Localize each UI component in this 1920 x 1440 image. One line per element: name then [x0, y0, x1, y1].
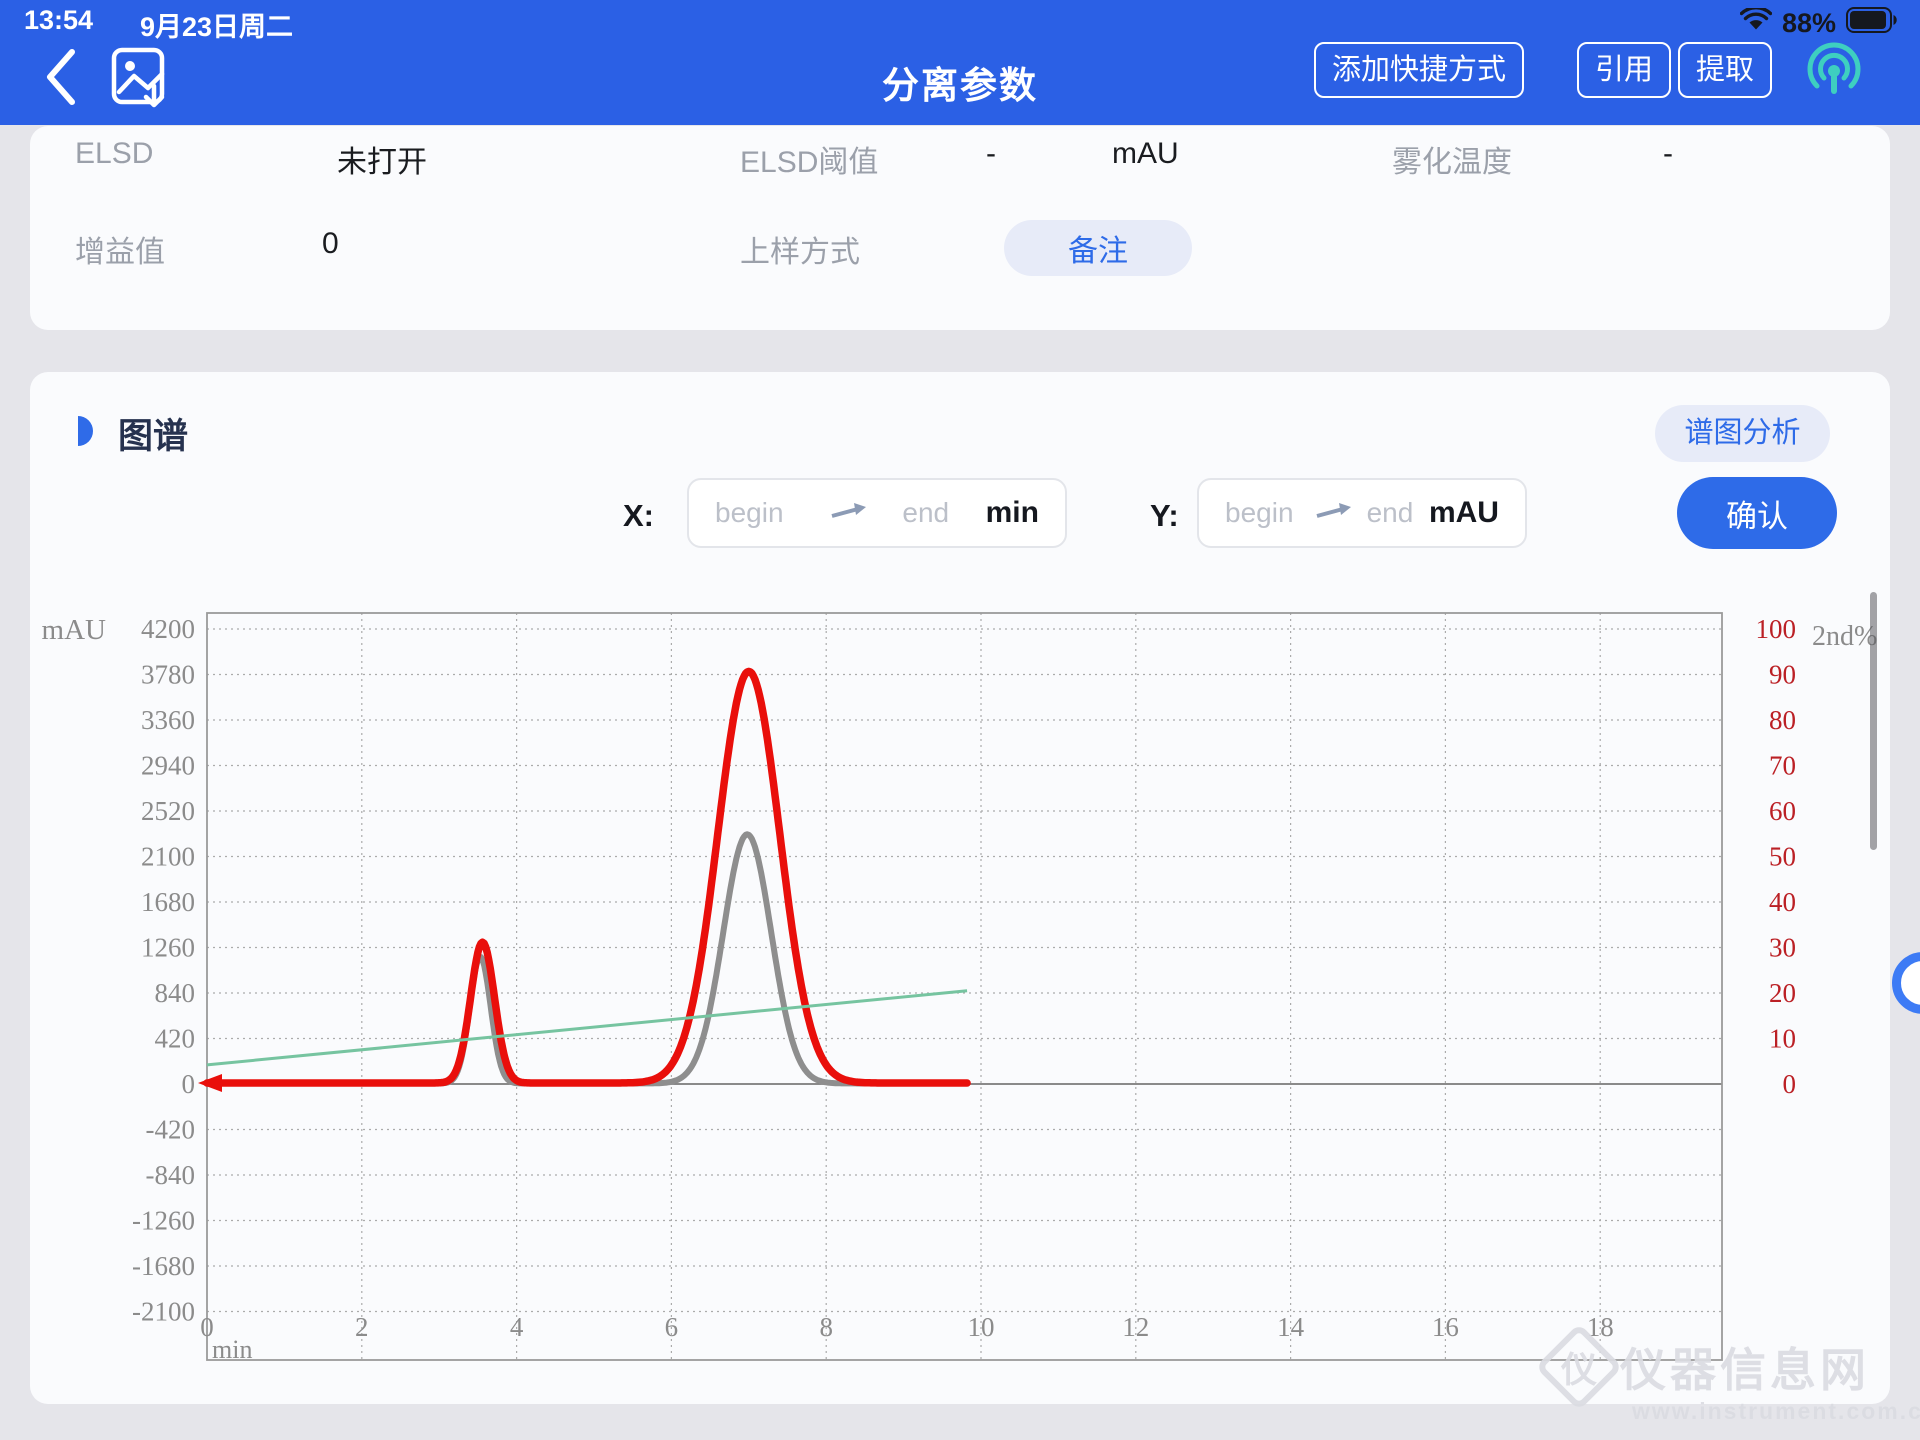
x-begin-input[interactable]: [715, 497, 825, 529]
battery-percent: 88%: [1781, 8, 1836, 38]
atomize-label: 雾化温度: [1392, 146, 1512, 179]
gain-label: 增益值: [75, 236, 165, 269]
watermark-url: www.instrument.com.cn: [1632, 1398, 1920, 1424]
x-range-label: X:: [623, 498, 654, 533]
threshold-label: ELSD阈值: [740, 146, 879, 179]
svg-text:-420: -420: [146, 1115, 196, 1145]
svg-text:80: 80: [1769, 705, 1796, 735]
y-range-box: mAU: [1197, 478, 1527, 548]
status-time: 13:54: [24, 5, 94, 35]
elsd-label: ELSD: [75, 137, 154, 170]
svg-text:20: 20: [1769, 978, 1796, 1008]
svg-text:3780: 3780: [141, 660, 195, 690]
top-blue-bar: 13:54 9月23日周二 88% 分离参数 添加快捷方式 引用 提取: [0, 0, 1920, 125]
svg-text:840: 840: [155, 978, 196, 1008]
svg-text:18: 18: [1587, 1312, 1614, 1342]
svg-text:14: 14: [1277, 1312, 1305, 1342]
spectrum-card: 图谱 谱图分析 X: min Y: mAU 确认 420037803360294…: [30, 372, 1890, 1404]
page-title: 分离参数: [882, 65, 1038, 106]
cite-button[interactable]: 引用: [1577, 42, 1672, 98]
svg-text:4200: 4200: [141, 614, 195, 644]
image-export-icon[interactable]: [110, 44, 170, 113]
watermark-title: 仪器信息网: [1620, 1344, 1870, 1396]
svg-text:6: 6: [665, 1312, 679, 1342]
svg-text:-2100: -2100: [132, 1297, 195, 1327]
atomize-value: -: [1663, 137, 1673, 170]
vertical-scrollbar[interactable]: [1870, 592, 1877, 850]
svg-text:-1680: -1680: [132, 1251, 195, 1281]
svg-text:30: 30: [1769, 933, 1796, 963]
svg-text:min: min: [212, 1335, 252, 1364]
wifi-icon: [1739, 6, 1773, 39]
hotspot-icon[interactable]: [1805, 40, 1863, 103]
svg-text:0: 0: [200, 1312, 214, 1342]
svg-text:40: 40: [1769, 887, 1796, 917]
svg-text:8: 8: [819, 1312, 833, 1342]
svg-text:50: 50: [1769, 842, 1796, 872]
svg-text:16: 16: [1432, 1312, 1459, 1342]
elsd-value: 未打开: [337, 146, 427, 179]
svg-text:10: 10: [1769, 1024, 1796, 1054]
range-arrow-icon: [1315, 501, 1351, 526]
gain-value: 0: [322, 227, 339, 260]
y-unit-label: mAU: [1428, 496, 1499, 529]
status-date: 9月23日周二: [140, 12, 294, 42]
extract-button[interactable]: 提取: [1678, 42, 1773, 98]
svg-text:mAU: mAU: [42, 614, 107, 646]
y-begin-input[interactable]: [1225, 497, 1311, 529]
remark-button[interactable]: 备注: [1004, 220, 1192, 276]
svg-text:70: 70: [1769, 751, 1796, 781]
battery-icon: [1846, 7, 1898, 40]
svg-text:12: 12: [1122, 1312, 1149, 1342]
x-range-box: min: [687, 478, 1067, 548]
svg-text:420: 420: [155, 1024, 196, 1054]
svg-text:1680: 1680: [141, 887, 195, 917]
confirm-button[interactable]: 确认: [1677, 477, 1837, 549]
range-arrow-icon: [830, 501, 866, 526]
svg-text:-1260: -1260: [132, 1206, 195, 1236]
parameters-card: ELSD 未打开 ELSD阈值 - mAU 雾化温度 - 增益值 0 上样方式 …: [30, 126, 1890, 330]
watermark-logo-icon: 仪: [1535, 1323, 1623, 1411]
y-range-label: Y:: [1150, 498, 1179, 533]
svg-text:60: 60: [1769, 796, 1796, 826]
watermark: 仪 仪器信息网 www.instrument.com.cn: [1535, 1323, 1920, 1425]
back-icon[interactable]: [44, 48, 78, 111]
svg-text:2520: 2520: [141, 796, 195, 826]
spectrum-analysis-button[interactable]: 谱图分析: [1655, 405, 1830, 462]
threshold-value: -: [986, 137, 996, 170]
svg-text:1260: 1260: [141, 933, 195, 963]
spectrum-section-title: 图谱: [118, 417, 189, 456]
svg-text:-840: -840: [146, 1160, 196, 1190]
svg-text:90: 90: [1769, 660, 1796, 690]
threshold-unit: mAU: [1112, 137, 1179, 170]
x-end-input[interactable]: [870, 497, 981, 529]
section-bullet-icon: [78, 416, 93, 446]
x-unit-label: min: [985, 496, 1039, 529]
svg-text:3360: 3360: [141, 705, 195, 735]
svg-text:0: 0: [1783, 1069, 1797, 1099]
svg-text:100: 100: [1756, 614, 1797, 644]
sampling-label: 上样方式: [740, 236, 860, 269]
add-shortcut-button[interactable]: 添加快捷方式: [1314, 42, 1525, 98]
svg-text:2100: 2100: [141, 842, 195, 872]
svg-text:2: 2: [355, 1312, 369, 1342]
spectrum-chart: 420037803360294025202100168012608404200-…: [42, 612, 1877, 1364]
svg-text:2940: 2940: [141, 751, 195, 781]
svg-text:0: 0: [182, 1069, 196, 1099]
svg-text:2nd%: 2nd%: [1812, 621, 1877, 652]
y-end-input[interactable]: [1354, 497, 1425, 529]
svg-text:4: 4: [510, 1312, 524, 1342]
svg-text:10: 10: [968, 1312, 995, 1342]
